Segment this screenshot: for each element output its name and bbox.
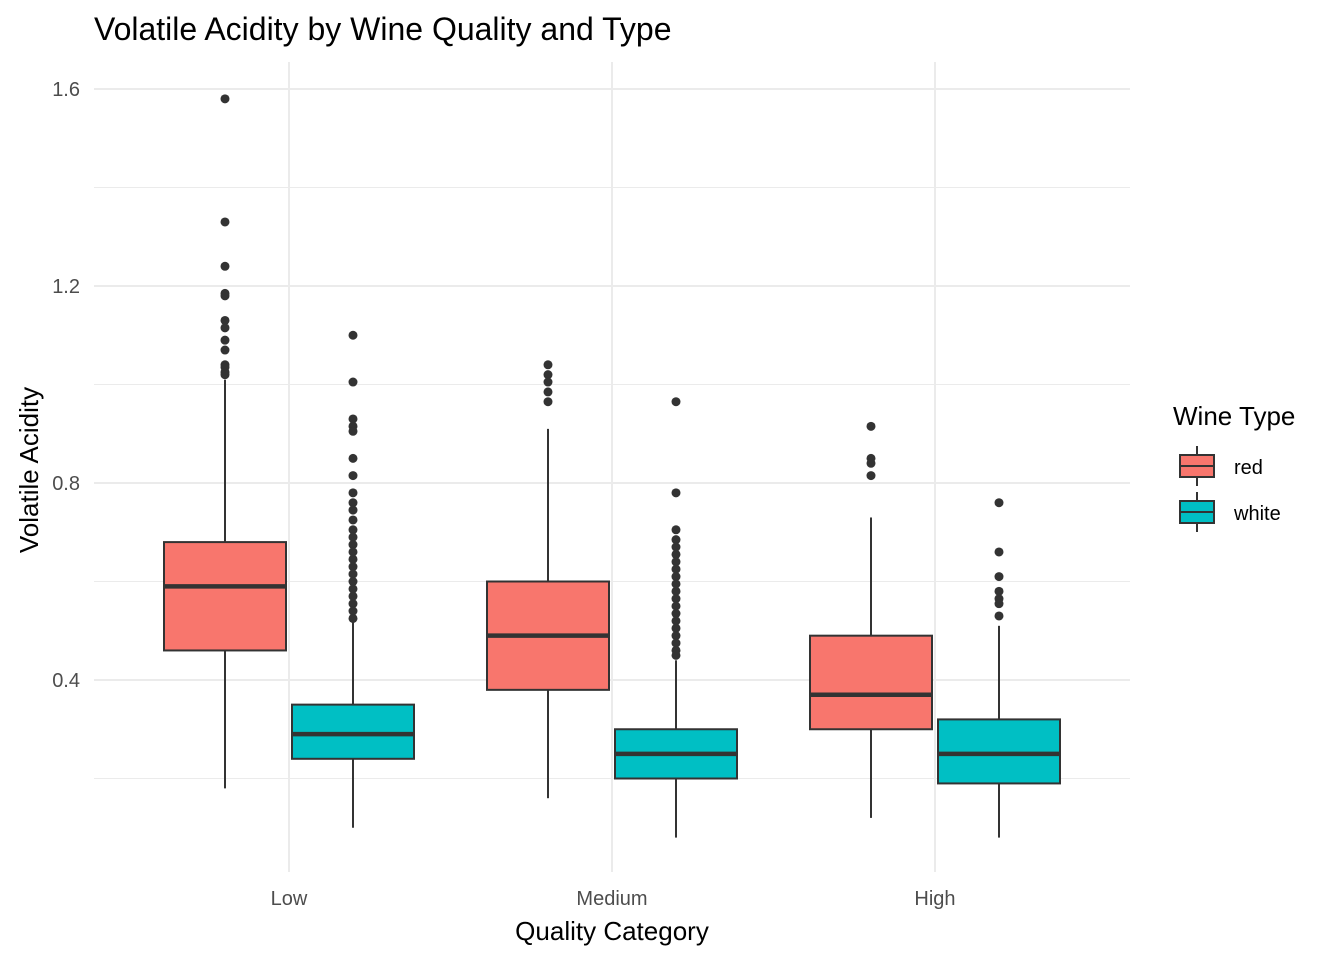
- x-tick-label: Medium: [576, 888, 647, 910]
- outlier-point: [671, 631, 681, 641]
- outlier-point: [994, 498, 1004, 508]
- x-tick-label: High: [914, 888, 955, 910]
- outlier-point: [543, 370, 553, 380]
- outlier-point: [348, 453, 358, 463]
- outlier-point: [348, 471, 358, 481]
- outlier-point: [543, 377, 553, 387]
- outlier-point: [348, 426, 358, 436]
- outlier-point: [671, 397, 681, 407]
- outlier-point: [671, 564, 681, 574]
- legend-title: Wine Type: [1173, 401, 1295, 431]
- outlier-point: [671, 549, 681, 559]
- x-tick-label: Low: [271, 888, 308, 910]
- outlier-point: [671, 542, 681, 552]
- box-layer: [163, 94, 1061, 838]
- grid: [94, 62, 1130, 872]
- outlier-point: [671, 535, 681, 545]
- outlier-point: [994, 572, 1004, 582]
- y-tick-label: 1.6: [52, 79, 80, 101]
- outlier-point: [543, 397, 553, 407]
- outlier-point: [348, 498, 358, 508]
- outlier-point: [671, 488, 681, 498]
- box-red-high: [809, 421, 933, 818]
- outlier-point: [994, 611, 1004, 621]
- outlier-point: [348, 330, 358, 340]
- outlier-point: [671, 609, 681, 619]
- outlier-point: [220, 315, 230, 325]
- outlier-point: [671, 594, 681, 604]
- outlier-point: [220, 94, 230, 104]
- outlier-point: [348, 488, 358, 498]
- box-white-high: [937, 498, 1061, 838]
- outlier-point: [671, 579, 681, 589]
- legend-item-red: red: [1179, 446, 1263, 486]
- outlier-point: [220, 370, 230, 380]
- box-red-low: [163, 94, 287, 789]
- x-axis-title: Quality Category: [515, 916, 709, 946]
- box-iqr: [291, 703, 415, 760]
- outlier-point: [671, 525, 681, 535]
- outlier-point: [348, 414, 358, 424]
- outlier-point: [671, 638, 681, 648]
- outlier-point: [220, 217, 230, 227]
- outlier-point: [348, 540, 358, 550]
- outlier-point: [671, 650, 681, 660]
- y-tick-label: 0.8: [52, 473, 80, 495]
- outlier-point: [348, 591, 358, 601]
- box-red-medium: [486, 360, 610, 799]
- outlier-point: [994, 547, 1004, 557]
- outlier-point: [348, 515, 358, 525]
- outlier-point: [866, 421, 876, 431]
- legend-item-white: white: [1179, 492, 1281, 532]
- outlier-point: [220, 335, 230, 345]
- outlier-point: [220, 323, 230, 333]
- x-tick-labels: Low Medium High: [271, 888, 956, 910]
- y-tick-labels: 0.4 0.8 1.2 1.6: [52, 79, 80, 692]
- outlier-point: [348, 584, 358, 594]
- outlier-point: [348, 599, 358, 609]
- outlier-point: [348, 377, 358, 387]
- outlier-point: [671, 586, 681, 596]
- outlier-point: [348, 613, 358, 623]
- outlier-point: [348, 554, 358, 564]
- outlier-point: [671, 616, 681, 626]
- outlier-point: [866, 458, 876, 468]
- y-tick-label: 1.2: [52, 276, 80, 298]
- box-white-low: [291, 330, 415, 828]
- outlier-point: [866, 471, 876, 481]
- outlier-point: [348, 525, 358, 535]
- y-axis-title: Volatile Acidity: [14, 387, 44, 553]
- box-white-medium: [614, 397, 738, 838]
- outlier-point: [220, 261, 230, 271]
- outlier-point: [220, 345, 230, 355]
- outlier-point: [348, 606, 358, 616]
- outlier-point: [348, 532, 358, 542]
- outlier-point: [671, 572, 681, 582]
- outlier-point: [671, 557, 681, 567]
- outlier-point: [994, 599, 1004, 609]
- outlier-point: [348, 547, 358, 557]
- outlier-point: [348, 505, 358, 515]
- y-tick-label: 0.4: [52, 670, 80, 692]
- box-iqr: [937, 718, 1061, 785]
- legend-label: red: [1234, 457, 1263, 479]
- outlier-point: [671, 601, 681, 611]
- box-iqr: [809, 634, 933, 731]
- outlier-point: [348, 569, 358, 579]
- box-iqr: [163, 541, 287, 652]
- chart-title: Volatile Acidity by Wine Quality and Typ…: [94, 11, 672, 47]
- outlier-point: [994, 586, 1004, 596]
- legend-label: white: [1233, 503, 1281, 525]
- outlier-point: [348, 577, 358, 586]
- outlier-point: [348, 562, 358, 572]
- outlier-point: [543, 360, 553, 370]
- outlier-point: [220, 291, 230, 301]
- legend: Wine Type red white: [1173, 401, 1295, 532]
- outlier-point: [543, 387, 553, 397]
- outlier-point: [671, 623, 681, 633]
